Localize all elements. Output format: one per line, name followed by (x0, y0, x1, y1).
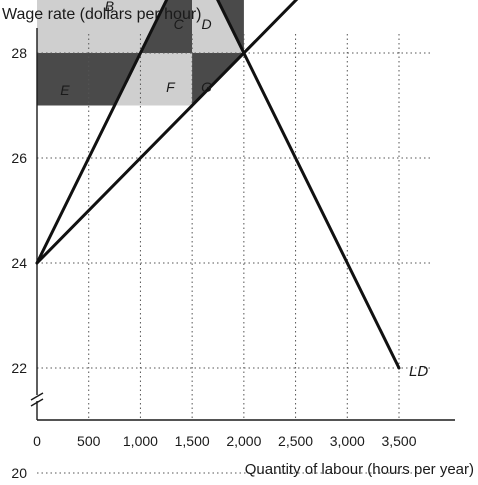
y-axis-title: Wage rate (dollars per hour) (2, 6, 202, 23)
axis-break-gap (32, 395, 42, 401)
axis-break-mark-2 (30, 398, 44, 407)
area-label-d: D (202, 16, 212, 32)
x-tick-label-1000: 1,000 (123, 433, 158, 449)
curve-ls-tax (35, 0, 169, 265)
x-tick-label-1500: 1,500 (175, 433, 210, 449)
y-tick-label-22: 22 (11, 360, 27, 376)
x-origin-label: 0 (33, 433, 41, 449)
y-tick-label-20: 20 (11, 465, 27, 481)
x-tick-label-3000: 3,000 (330, 433, 365, 449)
area-label-f: F (166, 79, 176, 95)
x-tick-label-2500: 2,500 (278, 433, 313, 449)
area-label-g: G (201, 79, 212, 95)
area-a (217, 0, 244, 53)
area-label-c: C (174, 16, 185, 32)
area-label-e: E (60, 82, 70, 98)
curve-ls (35, 0, 299, 265)
y-tick-label-24: 24 (11, 255, 27, 271)
x-tick-label-500: 500 (77, 433, 101, 449)
axis-break-mark-1 (30, 392, 44, 401)
x-axis-title: Quantity of labour (hours per year) (245, 461, 474, 478)
area-d (192, 0, 244, 53)
curve-label-ld: LD (409, 363, 428, 380)
area-c (140, 0, 193, 53)
x-tick-label-3500: 3,500 (381, 433, 416, 449)
x-tick-label-2000: 2,000 (226, 433, 261, 449)
y-tick-label-28: 28 (11, 45, 27, 61)
y-tick-label-26: 26 (11, 150, 27, 166)
curve-ld (216, 0, 401, 370)
area-label-b: B (105, 0, 114, 14)
